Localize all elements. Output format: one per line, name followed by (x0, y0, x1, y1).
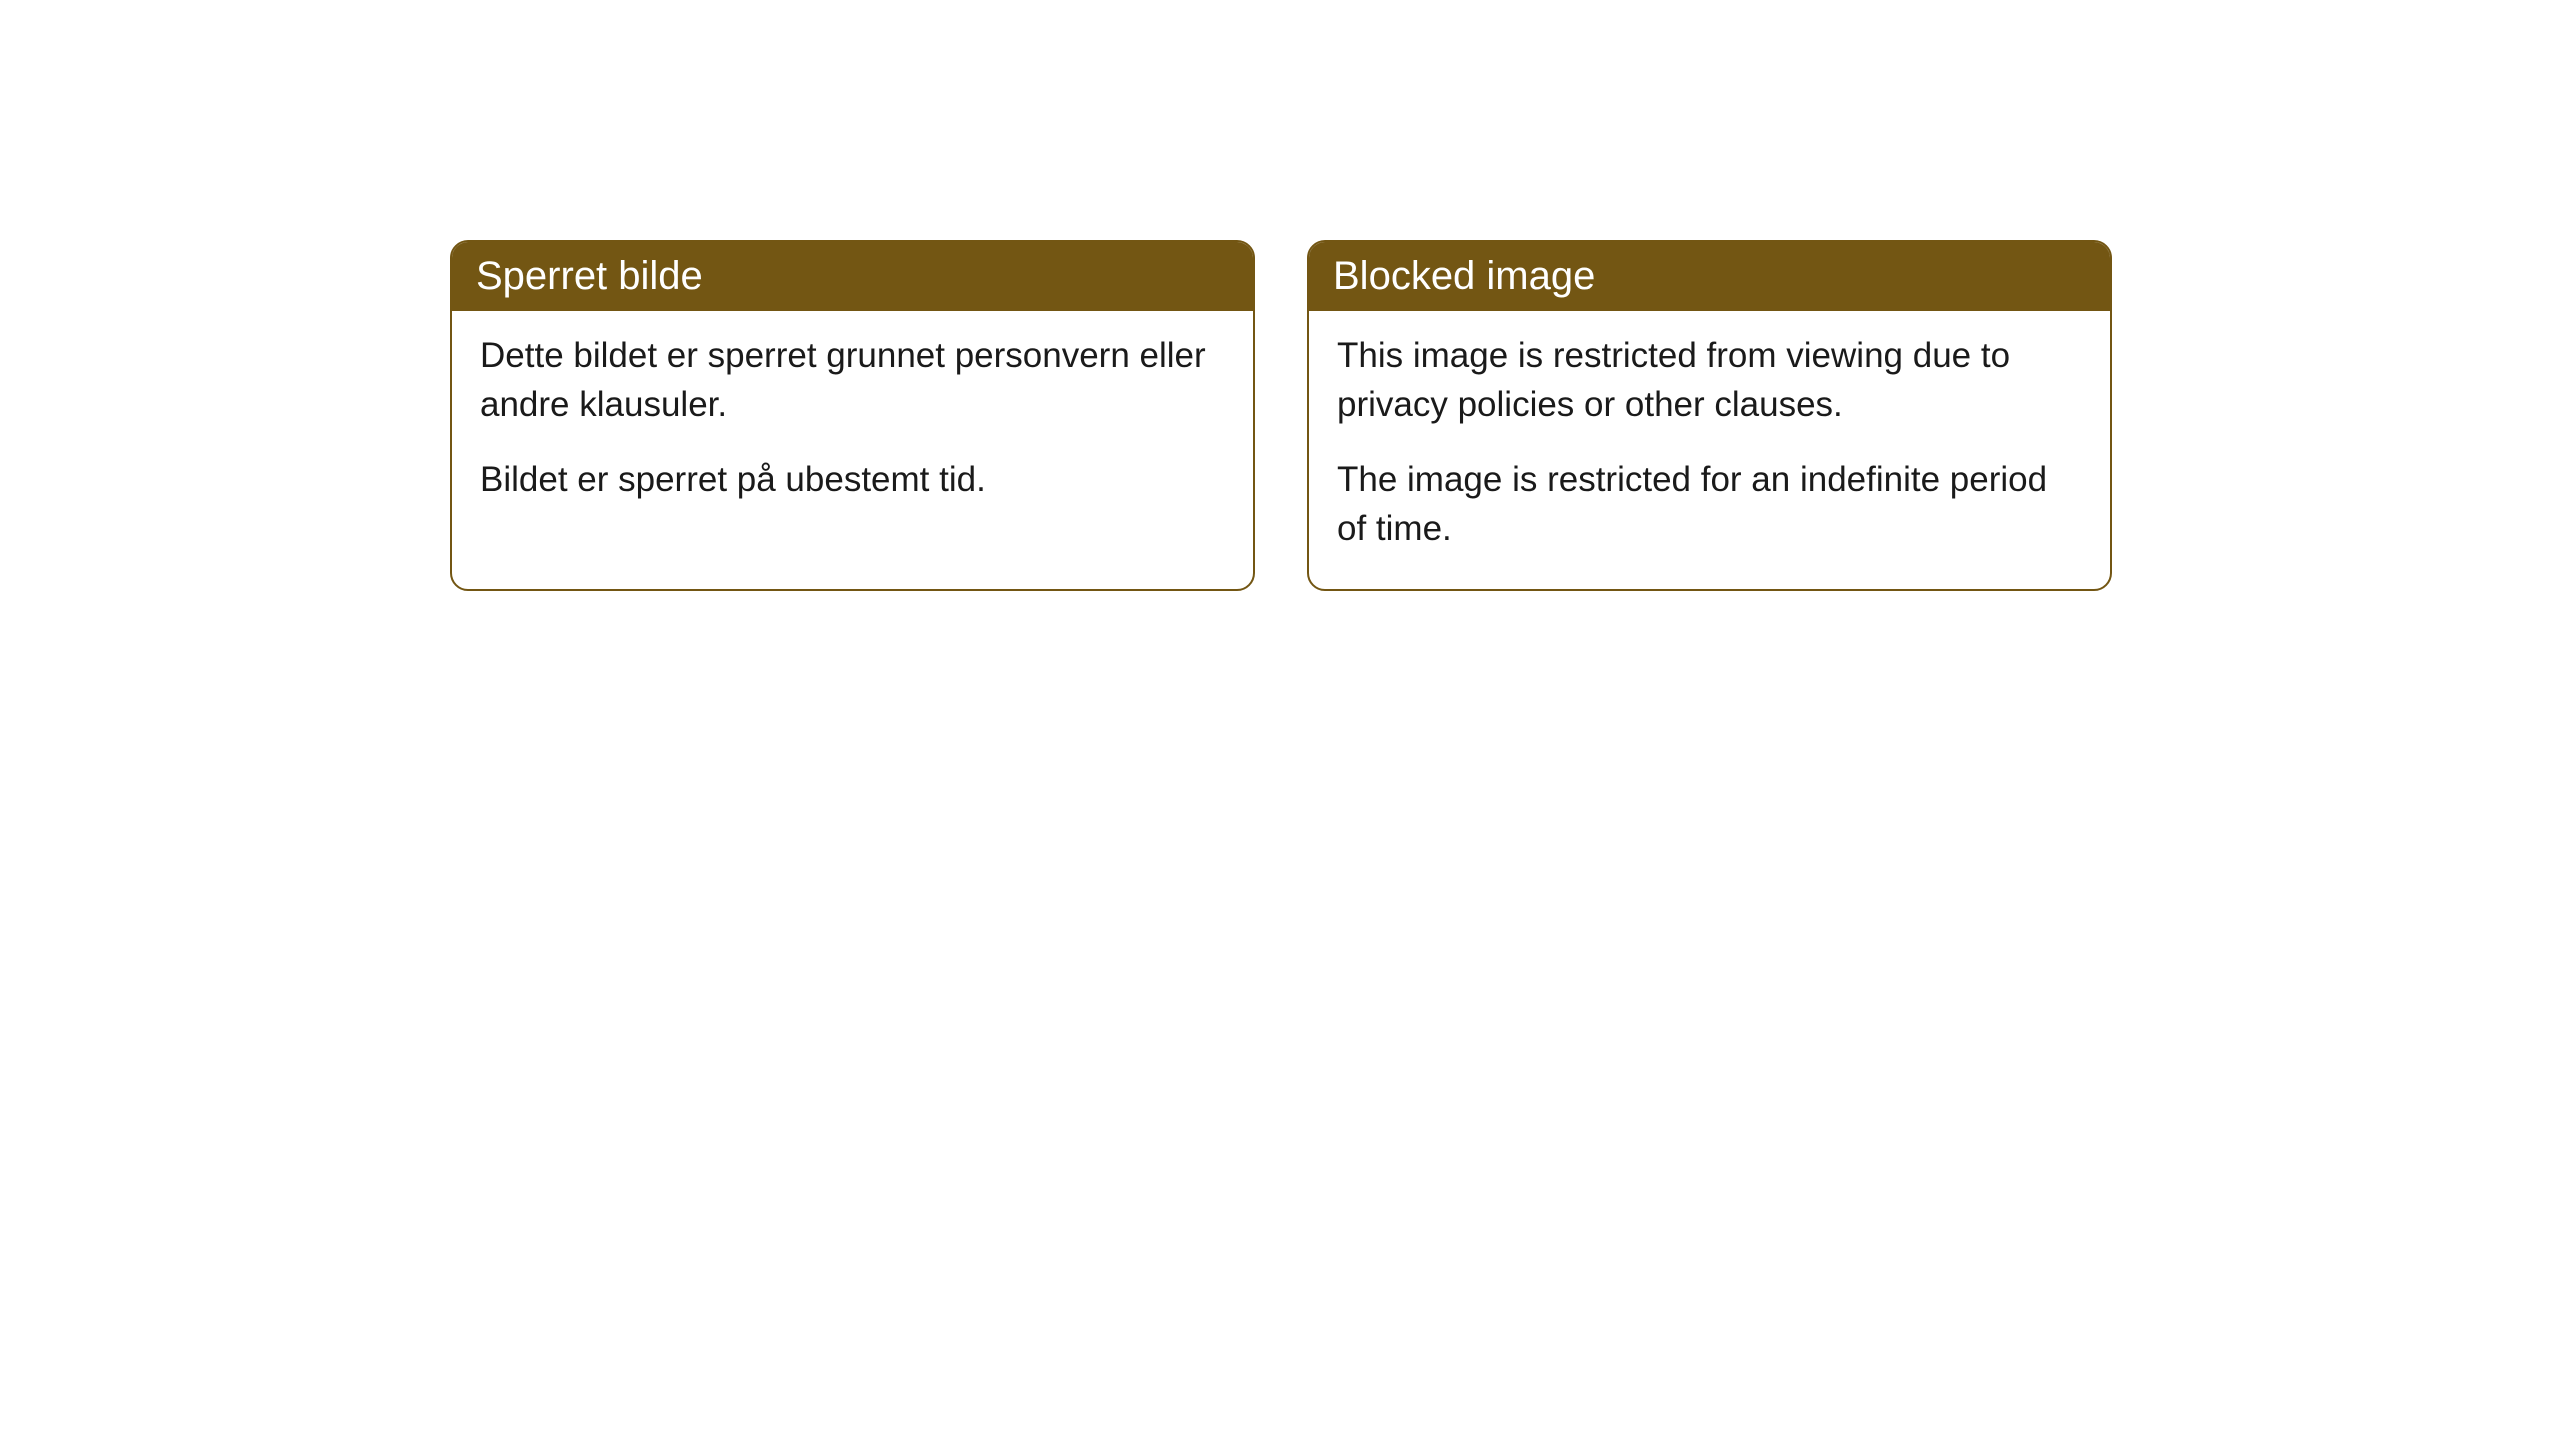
card-paragraph: The image is restricted for an indefinit… (1337, 455, 2082, 553)
card-header-norwegian: Sperret bilde (452, 242, 1253, 311)
card-paragraph: Bildet er sperret på ubestemt tid. (480, 455, 1225, 504)
notice-cards-container: Sperret bilde Dette bildet er sperret gr… (450, 240, 2112, 591)
blocked-image-card-english: Blocked image This image is restricted f… (1307, 240, 2112, 591)
card-paragraph: Dette bildet er sperret grunnet personve… (480, 331, 1225, 429)
card-body-norwegian: Dette bildet er sperret grunnet personve… (452, 311, 1253, 540)
card-body-english: This image is restricted from viewing du… (1309, 311, 2110, 589)
card-paragraph: This image is restricted from viewing du… (1337, 331, 2082, 429)
card-title: Sperret bilde (476, 254, 703, 298)
blocked-image-card-norwegian: Sperret bilde Dette bildet er sperret gr… (450, 240, 1255, 591)
card-header-english: Blocked image (1309, 242, 2110, 311)
card-title: Blocked image (1333, 254, 1595, 298)
